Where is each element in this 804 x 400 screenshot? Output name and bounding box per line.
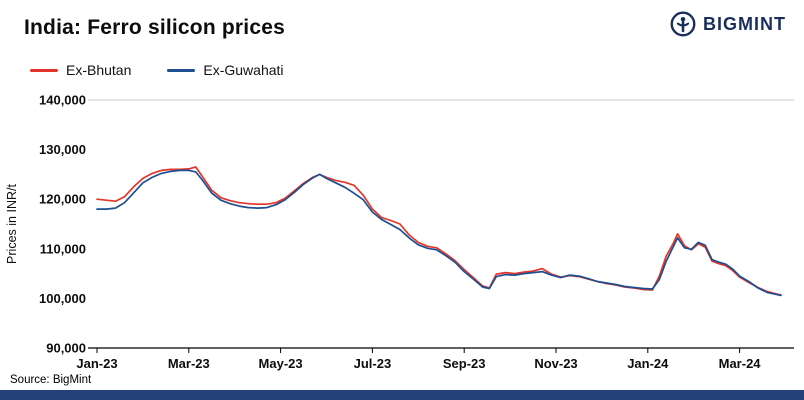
series-line-ex-bhutan [96, 166, 782, 296]
x-tick-label: Jan-23 [76, 356, 117, 371]
bigmint-logo-text: BIGMINT [703, 13, 786, 34]
y-tick-label: 90,000 [46, 341, 86, 356]
legend-label-ex-bhutan: Ex-Bhutan [66, 62, 132, 78]
y-tick-label: 100,000 [39, 291, 86, 306]
legend-swatch-ex-guwahati [167, 68, 196, 72]
legend-label-ex-guwahati: Ex-Guwahati [203, 62, 284, 78]
x-tick-label: Nov-23 [534, 356, 577, 371]
source-note: Source: BigMint [10, 374, 92, 386]
bigmint-logo: BIGMINT [670, 11, 786, 37]
y-tick-label: 120,000 [39, 192, 86, 207]
bigmint-logo-icon [670, 11, 696, 37]
chart-legend: Ex-Bhutan Ex-Guwahati [30, 62, 284, 78]
legend-item-ex-bhutan[interactable]: Ex-Bhutan [30, 62, 131, 78]
legend-item-ex-guwahati[interactable]: Ex-Guwahati [167, 62, 284, 78]
x-tick-label: Mar-24 [719, 356, 762, 371]
y-tick-label: 140,000 [39, 93, 86, 108]
line-chart: 90,000 100,000 110,000 120,000 130,000 140,00… [5, 93, 794, 371]
x-tick-label: Mar-23 [168, 356, 210, 371]
x-tick-label: Sep-23 [443, 356, 486, 371]
legend-swatch-ex-bhutan [30, 68, 58, 72]
y-tick-label: 130,000 [39, 142, 86, 157]
bottom-accent-bar [0, 390, 804, 400]
x-tick-label: Jul-23 [354, 356, 392, 371]
y-axis-title: Prices in INR/t [5, 184, 19, 264]
y-tick-label: 110,000 [40, 241, 86, 256]
page-title: India: Ferro silicon prices [24, 16, 285, 39]
x-tick-label: Jan-24 [627, 356, 669, 371]
series-line-ex-guwahati [96, 169, 782, 297]
x-tick-label: May-23 [259, 356, 303, 371]
